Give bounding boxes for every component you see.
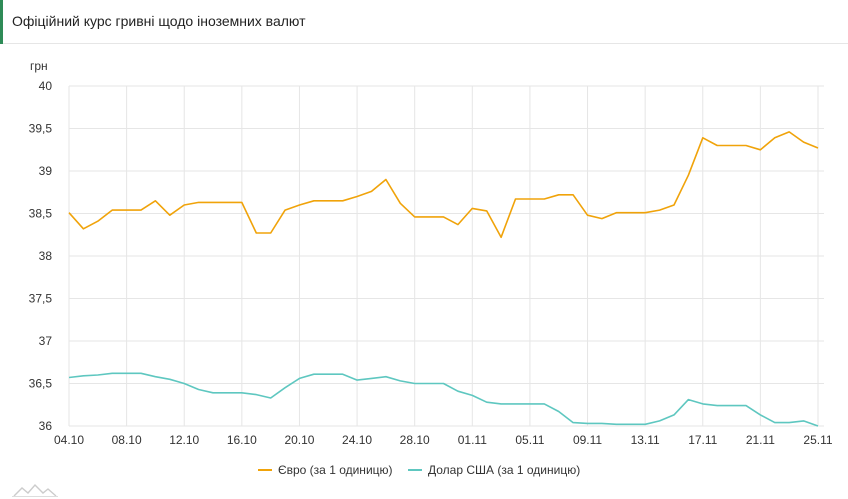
x-tick-label: 09.11 [573, 433, 602, 447]
series-line-0[interactable] [68, 131, 819, 239]
x-tick-label: 12.10 [169, 433, 199, 447]
y-tick-label: 40 [39, 79, 53, 93]
legend-item-1[interactable]: Долар США (за 1 одиницю) [408, 463, 580, 477]
x-tick-label: 17.11 [688, 433, 717, 447]
series-line-1[interactable] [68, 372, 819, 427]
x-tick-label: 13.11 [631, 433, 660, 447]
y-tick-label: 38,5 [29, 207, 53, 221]
y-axis-label: грн [30, 59, 48, 73]
chart-grid [68, 85, 824, 427]
y-tick-label: 38 [39, 249, 53, 263]
highcharts-logo-icon [12, 483, 58, 497]
x-tick-label: 20.10 [284, 433, 314, 447]
x-tick-label: 24.10 [342, 433, 372, 447]
y-axis-ticks: 36 36,5 37 37,5 38 38,5 39 39,5 40 [29, 79, 53, 433]
x-tick-label: 05.11 [515, 433, 544, 447]
x-tick-label: 04.10 [54, 433, 84, 447]
y-tick-label: 39 [39, 164, 53, 178]
y-tick-label: 37,5 [29, 292, 53, 306]
chart-legend[interactable]: Євро (за 1 одиницю) Долар США (за 1 одини… [258, 463, 580, 477]
x-tick-label: 25.11 [803, 433, 832, 447]
legend-label: Долар США (за 1 одиницю) [428, 463, 580, 477]
x-tick-label: 01.11 [458, 433, 487, 447]
x-tick-label: 21.11 [746, 433, 775, 447]
legend-label: Євро (за 1 одиницю) [278, 463, 393, 477]
y-tick-label: 39,5 [29, 122, 53, 136]
y-tick-label: 36 [39, 419, 53, 433]
header-accent-bar [0, 0, 3, 44]
x-axis-ticks: 04.10 08.10 12.10 16.10 20.10 24.10 28.10 01.11… [54, 433, 833, 447]
chart-series [68, 131, 819, 427]
x-tick-label: 16.10 [227, 433, 257, 447]
y-tick-label: 36,5 [29, 377, 53, 391]
legend-item-0[interactable]: Євро (за 1 одиницю) [258, 463, 393, 477]
y-tick-label: 37 [39, 334, 53, 348]
x-tick-label: 08.10 [112, 433, 142, 447]
x-tick-label: 28.10 [400, 433, 430, 447]
chart-header: Офіційний курс гривні щодо іноземних вал… [0, 0, 848, 44]
page-title: Офіційний курс гривні щодо іноземних вал… [12, 13, 306, 29]
